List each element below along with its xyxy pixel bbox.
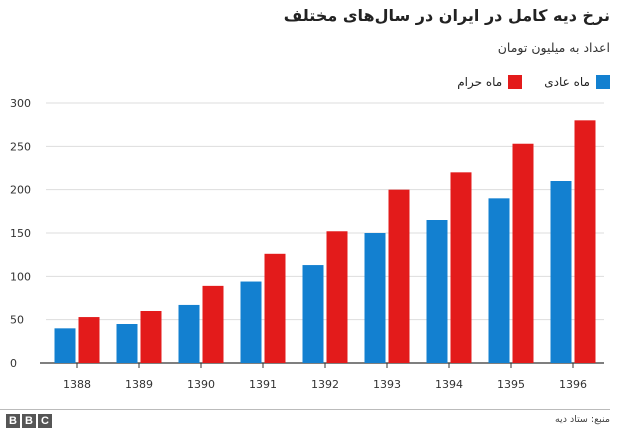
bar-haram: [388, 189, 410, 363]
chart-title: نرخ دیه کامل در ایران در سال‌های مختلف: [283, 6, 610, 25]
bar-normal: [364, 233, 386, 363]
logo-letter: B: [22, 414, 36, 428]
legend-swatch-normal: [596, 75, 610, 89]
legend-label-normal: ماه عادی: [544, 75, 590, 89]
x-tick-label: 1395: [497, 378, 525, 391]
bar-haram: [78, 317, 100, 363]
bar-haram: [512, 143, 534, 363]
x-tick-label: 1391: [249, 378, 277, 391]
chart-subtitle: اعداد به میلیون تومان: [497, 40, 610, 55]
bar-haram: [140, 311, 162, 363]
y-tick-label: 200: [10, 184, 31, 197]
x-tick-label: 1389: [125, 378, 153, 391]
legend-item-normal: ماه عادی: [544, 75, 610, 89]
legend-item-haram: ماه حرام: [457, 75, 523, 89]
y-tick-label: 300: [10, 97, 31, 110]
y-tick-label: 0: [10, 357, 17, 370]
x-tick-label: 1396: [559, 378, 587, 391]
bar-haram: [574, 120, 596, 363]
x-tick-label: 1388: [63, 378, 91, 391]
logo-letter: B: [6, 414, 20, 428]
x-tick-label: 1393: [373, 378, 401, 391]
bar-normal: [550, 181, 572, 363]
bar-normal: [302, 265, 324, 363]
source-note: منبع: ستاد دیه: [554, 414, 610, 425]
y-tick-label: 100: [10, 270, 31, 283]
logo-letter: C: [38, 414, 52, 428]
bar-haram: [202, 285, 224, 363]
legend: ماه عادی ماه حرام: [457, 75, 610, 89]
bar-haram: [264, 253, 286, 363]
bar-haram: [326, 231, 348, 363]
x-tick-label: 1390: [187, 378, 215, 391]
x-tick-label: 1394: [435, 378, 463, 391]
bar-haram: [450, 172, 472, 363]
x-tick-label: 1392: [311, 378, 339, 391]
y-tick-label: 150: [10, 227, 31, 240]
bbc-logo: B B C: [6, 414, 52, 428]
bar-normal: [488, 198, 510, 363]
legend-label-haram: ماه حرام: [457, 75, 503, 89]
bar-normal: [54, 328, 76, 363]
bar-normal: [116, 324, 138, 363]
bar-normal: [426, 220, 448, 363]
legend-swatch-haram: [508, 75, 523, 89]
y-tick-label: 50: [10, 314, 24, 327]
bar-normal: [240, 281, 262, 363]
bar-chart: 0 50 100 150 200 250 300 1388 1389 1390 1391 1392 13…: [10, 97, 604, 391]
y-tick-label: 250: [10, 140, 31, 153]
bar-normal: [178, 304, 200, 363]
footer-divider: [0, 409, 610, 410]
